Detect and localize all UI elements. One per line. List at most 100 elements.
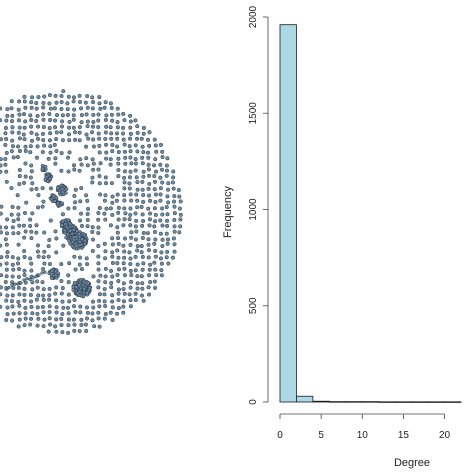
network-node bbox=[36, 193, 41, 198]
network-node bbox=[152, 279, 157, 284]
network-node bbox=[41, 138, 46, 143]
network-node bbox=[121, 286, 126, 292]
network-node bbox=[3, 162, 8, 167]
network-node bbox=[102, 286, 107, 292]
network-node bbox=[16, 231, 21, 236]
network-node bbox=[35, 279, 40, 284]
network-node bbox=[41, 199, 46, 204]
network-node bbox=[67, 261, 72, 266]
network-node bbox=[4, 242, 9, 247]
network-node bbox=[30, 95, 35, 100]
network-node bbox=[96, 243, 101, 249]
network-node bbox=[97, 304, 102, 309]
network-node bbox=[21, 112, 27, 117]
network-node bbox=[72, 167, 77, 172]
histogram-bar bbox=[427, 401, 445, 403]
network-node bbox=[16, 282, 20, 286]
network-node bbox=[102, 292, 107, 297]
network-node bbox=[122, 118, 127, 123]
network-node bbox=[82, 233, 87, 238]
network-node bbox=[115, 125, 120, 130]
network-node bbox=[85, 119, 90, 124]
network-node bbox=[128, 192, 133, 197]
network-node bbox=[71, 317, 76, 322]
network-node bbox=[97, 150, 102, 155]
network-node bbox=[60, 299, 65, 304]
network-node bbox=[91, 274, 96, 279]
network-node bbox=[36, 316, 41, 321]
y-tick-label: 0 bbox=[248, 399, 259, 405]
network-node bbox=[172, 242, 177, 247]
network-node bbox=[176, 187, 181, 193]
network-node bbox=[42, 317, 47, 322]
network-node bbox=[122, 198, 127, 203]
network-node bbox=[17, 311, 22, 316]
network-node bbox=[165, 241, 170, 246]
network-node bbox=[121, 243, 126, 248]
network-node bbox=[85, 206, 91, 211]
network-node bbox=[79, 113, 84, 118]
network-node bbox=[146, 273, 152, 278]
network-node bbox=[154, 169, 159, 174]
network-node bbox=[110, 194, 115, 199]
network-node bbox=[153, 212, 158, 217]
network-node bbox=[10, 304, 15, 309]
network-node bbox=[128, 261, 133, 267]
network-node bbox=[29, 124, 34, 129]
network-node bbox=[91, 100, 96, 105]
network-node bbox=[34, 223, 39, 228]
network-node bbox=[128, 304, 133, 309]
network-node bbox=[65, 107, 70, 112]
network-node bbox=[15, 261, 21, 266]
network-node bbox=[160, 223, 165, 228]
network-node bbox=[29, 105, 34, 110]
network-node bbox=[40, 166, 45, 171]
network-node bbox=[23, 105, 28, 110]
network-node bbox=[16, 118, 22, 123]
network-node bbox=[5, 107, 10, 112]
network-node bbox=[67, 221, 72, 226]
network-node bbox=[115, 230, 120, 235]
network-node bbox=[47, 177, 52, 181]
network-node bbox=[122, 291, 127, 296]
network-node bbox=[153, 248, 158, 254]
network-node bbox=[102, 105, 107, 110]
network-node bbox=[59, 124, 65, 129]
network-node bbox=[152, 173, 157, 179]
network-node bbox=[77, 93, 82, 98]
network-node bbox=[82, 287, 86, 291]
network-node bbox=[139, 243, 144, 249]
network-node bbox=[54, 329, 59, 334]
network-node bbox=[141, 125, 146, 130]
network-node bbox=[90, 124, 96, 129]
network-node bbox=[103, 266, 108, 271]
network-node bbox=[35, 305, 40, 310]
network-node bbox=[171, 169, 176, 174]
network-node bbox=[116, 149, 121, 155]
network-node bbox=[133, 297, 138, 303]
network-node bbox=[0, 243, 3, 248]
network-node bbox=[4, 150, 9, 155]
network-node bbox=[0, 106, 3, 111]
network-node bbox=[60, 138, 65, 143]
network-node bbox=[122, 142, 127, 147]
network-node bbox=[71, 285, 76, 289]
network-node bbox=[86, 136, 91, 141]
network-node bbox=[72, 130, 78, 135]
network-node bbox=[84, 144, 89, 149]
network-node bbox=[165, 218, 170, 223]
network-node bbox=[41, 117, 46, 122]
network-node bbox=[127, 175, 133, 180]
network-node bbox=[29, 304, 34, 309]
network-node bbox=[145, 150, 151, 155]
network-node bbox=[104, 206, 109, 211]
network-node bbox=[146, 237, 151, 242]
network-node bbox=[17, 317, 22, 322]
network-node bbox=[135, 244, 140, 249]
network-node bbox=[140, 267, 145, 272]
network-node bbox=[133, 224, 138, 229]
network-node bbox=[10, 293, 15, 298]
network-node bbox=[116, 287, 121, 292]
network-node bbox=[16, 107, 21, 112]
network-node bbox=[23, 144, 28, 149]
